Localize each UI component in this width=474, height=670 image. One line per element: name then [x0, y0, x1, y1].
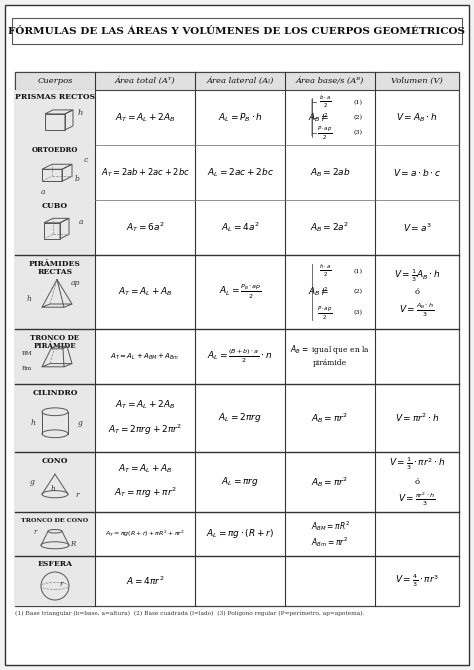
Text: $A_T = 6a^2$: $A_T = 6a^2$ [126, 220, 164, 234]
Text: c: c [83, 156, 88, 164]
Text: $A_B =$: $A_B =$ [308, 285, 329, 298]
Bar [15, 255, 95, 329]
Text: $A_B = \pi r^2$: $A_B = \pi r^2$ [311, 475, 349, 489]
Text: $V = \pi r^2 \cdot h$: $V = \pi r^2 \cdot h$ [395, 412, 439, 424]
Text: R: R [70, 539, 75, 547]
Text: $\frac{P \cdot ap}{2}$: $\frac{P \cdot ap}{2}$ [317, 124, 333, 141]
Text: $A_T = 2\pi rg + 2\pi r^2$: $A_T = 2\pi rg + 2\pi r^2$ [108, 423, 182, 438]
Text: h: h [78, 109, 83, 117]
Text: $V = \frac{1}{3} A_B \cdot h$: $V = \frac{1}{3} A_B \cdot h$ [394, 267, 440, 284]
Text: $V = \frac{4}{3} \cdot \pi r^3$: $V = \frac{4}{3} \cdot \pi r^3$ [395, 573, 439, 590]
Text: $V = \frac{1}{3} \cdot \pi r^2 \cdot h$: $V = \frac{1}{3} \cdot \pi r^2 \cdot h$ [389, 456, 445, 472]
Bar [15, 72, 459, 606]
Text: $l^2$: $l^2$ [321, 286, 329, 298]
Text: $V = a^3$: $V = a^3$ [403, 221, 431, 234]
Text: $\frac{h \cdot a}{2}$: $\frac{h \cdot a}{2}$ [319, 263, 331, 279]
Text: $A_{Bm} = \pi r^2$: $A_{Bm} = \pi r^2$ [311, 535, 349, 549]
Text: $A_T = \pi rg + \pi r^2$: $A_T = \pi rg + \pi r^2$ [114, 486, 176, 500]
Text: (1) Base triangular (b=base, a=altura)  (2) Base cuadrada (l=lado)  (3) Polígono: (1) Base triangular (b=base, a=altura) (… [15, 610, 365, 616]
Bar [15, 452, 95, 512]
Text: $A_L = 2\pi rg$: $A_L = 2\pi rg$ [218, 411, 262, 425]
Text: Área total (Aᵀ): Área total (Aᵀ) [115, 77, 175, 85]
Text: $A_T = A_L + A_{BM} + A_{Bm}$: $A_T = A_L + A_{BM} + A_{Bm}$ [110, 351, 180, 362]
Text: TRONCO DE CONO: TRONCO DE CONO [21, 517, 89, 523]
Text: CONO: CONO [42, 457, 68, 465]
Text: ORTOEDRO: ORTOEDRO [32, 147, 78, 155]
Text: $A_T = A_L + A_B$: $A_T = A_L + A_B$ [118, 462, 173, 475]
Text: $A_L = \frac{(B+b) \cdot a}{2} \cdot n$: $A_L = \frac{(B+b) \cdot a}{2} \cdot n$ [207, 348, 273, 365]
Text: $A_L = 4a^2$: $A_L = 4a^2$ [221, 220, 259, 234]
Text: (3): (3) [354, 131, 363, 135]
Bar [15, 556, 95, 606]
Text: $A_T = A_L + 2A_B$: $A_T = A_L + 2A_B$ [115, 398, 175, 411]
Text: h: h [30, 419, 35, 427]
Text: a: a [78, 218, 83, 226]
Text: g: g [78, 419, 83, 427]
Text: $\frac{P \cdot ap}{2}$: $\frac{P \cdot ap}{2}$ [317, 304, 333, 322]
Text: ESFERA: ESFERA [37, 560, 73, 568]
Text: a: a [41, 188, 45, 196]
Text: Bm: Bm [22, 366, 32, 371]
Text: ó: ó [414, 478, 419, 486]
Text: $A_T = A_L + 2A_B$: $A_T = A_L + 2A_B$ [115, 111, 175, 124]
Text: FÓRMULAS DE LAS ÁREAS Y VOLÚMENES DE LOS CUERPOS GEOMÉTRICOS: FÓRMULAS DE LAS ÁREAS Y VOLÚMENES DE LOS… [9, 27, 465, 36]
Text: $A_B =$ igual que en la: $A_B =$ igual que en la [290, 344, 370, 356]
Text: Área base/s (Aᴮ): Área base/s (Aᴮ) [296, 77, 364, 85]
Bar [15, 72, 459, 90]
Text: h: h [27, 295, 32, 304]
Text: r: r [33, 528, 36, 536]
Text: Volumen (V): Volumen (V) [391, 77, 443, 85]
Bar [15, 90, 95, 255]
Bar [15, 384, 95, 452]
Text: CUBO: CUBO [42, 202, 68, 210]
Text: (1): (1) [354, 100, 363, 105]
Text: b: b [75, 175, 80, 183]
Text: BM: BM [21, 351, 32, 356]
Text: Área lateral (Aₗ): Área lateral (Aₗ) [206, 77, 273, 85]
Text: ap: ap [70, 279, 80, 287]
Text: PIRÁMIDES: PIRÁMIDES [29, 260, 81, 268]
Text: g: g [30, 478, 35, 486]
Text: $l^2$: $l^2$ [321, 111, 329, 124]
Text: PIRÁMIDE: PIRÁMIDE [34, 342, 76, 350]
Text: $A_L = \pi g \cdot (R+r)$: $A_L = \pi g \cdot (R+r)$ [206, 527, 274, 541]
Text: (2): (2) [354, 289, 363, 295]
Bar [15, 512, 95, 556]
Text: PRISMAS RECTOS: PRISMAS RECTOS [15, 92, 95, 100]
Text: CILINDRO: CILINDRO [32, 389, 78, 397]
Text: ó: ó [414, 288, 419, 296]
Text: $V = \frac{\pi r^2 \cdot h}{3}$: $V = \frac{\pi r^2 \cdot h}{3}$ [398, 490, 436, 508]
Text: $A_B = 2ab$: $A_B = 2ab$ [310, 166, 350, 179]
Text: $A_L = \pi rg$: $A_L = \pi rg$ [221, 476, 259, 488]
Text: $V = A_B \cdot h$: $V = A_B \cdot h$ [396, 111, 438, 124]
Text: (1): (1) [354, 269, 363, 274]
Text: $A_T = 2ab+2ac+2bc$: $A_T = 2ab+2ac+2bc$ [100, 166, 190, 179]
Text: $\frac{b \cdot a}{2}$: $\frac{b \cdot a}{2}$ [319, 94, 331, 110]
Text: $A = 4\pi r^2$: $A = 4\pi r^2$ [126, 575, 164, 587]
Text: h: h [50, 485, 55, 493]
Text: $A_{BM} = \pi R^2$: $A_{BM} = \pi R^2$ [310, 519, 349, 533]
Text: RECTAS: RECTAS [37, 268, 73, 276]
Text: $A_T = \pi g(R+r)+\pi R^2+\pi r^2$: $A_T = \pi g(R+r)+\pi R^2+\pi r^2$ [105, 529, 185, 539]
Bar [12, 18, 462, 44]
Text: pirámide: pirámide [313, 359, 347, 367]
Bar [15, 329, 95, 384]
Text: Cuerpos: Cuerpos [37, 77, 73, 85]
Text: $A_L = P_B \cdot h$: $A_L = P_B \cdot h$ [218, 111, 263, 124]
Text: $A_T = A_L + A_B$: $A_T = A_L + A_B$ [118, 285, 173, 298]
Text: (3): (3) [354, 310, 363, 316]
Text: $A_B = 2a^2$: $A_B = 2a^2$ [310, 220, 350, 234]
Text: $A_L = 2ac+2bc$: $A_L = 2ac+2bc$ [207, 166, 273, 179]
Text: (2): (2) [354, 115, 363, 120]
Text: r: r [60, 580, 63, 588]
Text: $A_B =$: $A_B =$ [308, 111, 329, 124]
Text: $A_B = \pi r^2$: $A_B = \pi r^2$ [311, 411, 349, 425]
Text: $V = a \cdot b \cdot c$: $V = a \cdot b \cdot c$ [393, 167, 441, 178]
Text: $A_L = \frac{P_B \cdot ap}{2}$: $A_L = \frac{P_B \cdot ap}{2}$ [219, 283, 261, 301]
Text: r: r [75, 491, 79, 499]
Text: $V = \frac{A_B \cdot h}{3}$: $V = \frac{A_B \cdot h}{3}$ [400, 301, 435, 319]
Text: TRONCO DE: TRONCO DE [30, 334, 80, 342]
